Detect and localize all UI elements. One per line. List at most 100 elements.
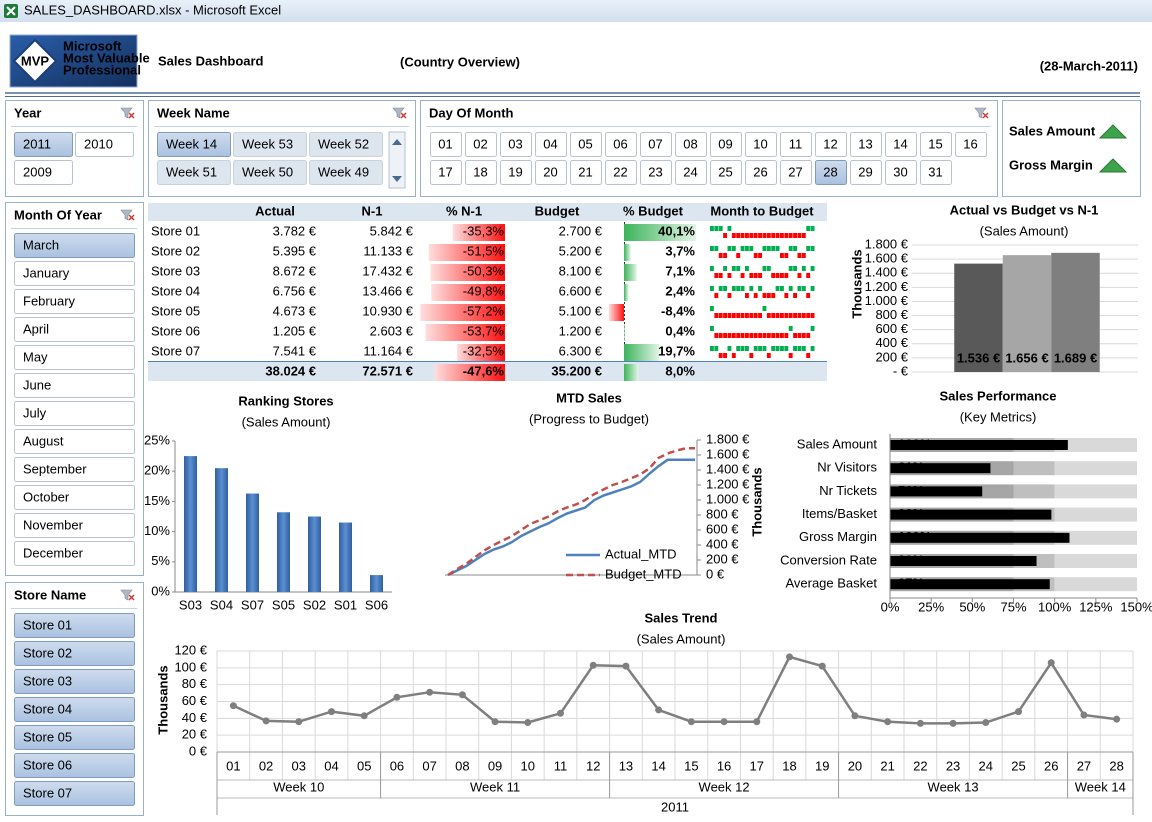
slicer-item-box[interactable]	[955, 132, 987, 157]
slicer-item-box[interactable]	[465, 132, 497, 157]
slicer-item[interactable]: May	[14, 345, 135, 370]
slicer-item[interactable]: 2009	[14, 160, 73, 185]
slicer-item[interactable]: 16	[955, 132, 987, 157]
slicer-item-box[interactable]	[745, 132, 777, 157]
slicer-item[interactable]: Store 04	[14, 697, 135, 722]
slicer-item[interactable]: 12	[815, 132, 847, 157]
slicer-item-label[interactable]: Store 05	[23, 729, 72, 744]
slicer-item[interactable]: 20	[535, 160, 567, 185]
slicer-item-box[interactable]	[14, 289, 135, 314]
slicer-item-box[interactable]	[605, 132, 637, 157]
slicer-item-label[interactable]: 30	[893, 164, 907, 179]
slicer-item[interactable]: Week 50	[233, 160, 307, 185]
scroll-down[interactable]	[392, 176, 402, 182]
slicer-item-label[interactable]: August	[23, 433, 64, 448]
slicer-item-box[interactable]	[640, 132, 672, 157]
slicer-item-box[interactable]	[430, 132, 462, 157]
slicer-item[interactable]: January	[14, 261, 135, 286]
slicer-item-label[interactable]: 18	[473, 164, 487, 179]
slicer-item-label[interactable]: 06	[613, 136, 627, 151]
slicer-item-label[interactable]: Week 14	[166, 136, 217, 151]
slicer-item[interactable]: March	[14, 233, 135, 258]
slicer-item-label[interactable]: November	[23, 517, 84, 532]
slicer-item[interactable]: 21	[570, 160, 602, 185]
slicer-item[interactable]: 05	[570, 132, 602, 157]
slicer-item-label[interactable]: Store 07	[23, 785, 72, 800]
slicer-item-box[interactable]	[675, 160, 707, 185]
slicer-item-box[interactable]	[14, 345, 135, 370]
slicer-item-label[interactable]: 09	[718, 136, 732, 151]
slicer-item-box[interactable]	[14, 513, 135, 538]
slicer-item-label[interactable]: March	[23, 237, 59, 252]
slicer-item[interactable]: 22	[605, 160, 637, 185]
slicer-item-box[interactable]	[815, 160, 847, 185]
slicer-item-box[interactable]	[815, 132, 847, 157]
slicer-item[interactable]: February	[14, 289, 135, 314]
slicer-item-box[interactable]	[535, 160, 567, 185]
slicer-item-box[interactable]	[14, 697, 135, 722]
slicer-item-label[interactable]: Store 04	[23, 701, 72, 716]
slicer-item[interactable]: 30	[885, 160, 917, 185]
slicer-item[interactable]: 11	[780, 132, 812, 157]
slicer-item-label[interactable]: Store 01	[23, 617, 72, 632]
slicer-item[interactable]: November	[14, 513, 135, 538]
slicer-item-label[interactable]: 19	[508, 164, 522, 179]
slicer-item-label[interactable]: 21	[578, 164, 592, 179]
slicer-item[interactable]: 01	[430, 132, 462, 157]
slicer-item-box[interactable]	[14, 485, 135, 510]
slicer-item-label[interactable]: May	[23, 349, 48, 364]
slicer-item-box[interactable]	[570, 160, 602, 185]
slicer-item[interactable]: December	[14, 541, 135, 566]
slicer-item-label[interactable]: 05	[578, 136, 592, 151]
scroll-up[interactable]	[392, 139, 402, 145]
slicer-item[interactable]: April	[14, 317, 135, 342]
slicer-item-label[interactable]: 12	[823, 136, 837, 151]
slicer-item-box[interactable]	[14, 317, 135, 342]
slicer-item-box[interactable]	[885, 160, 917, 185]
slicer-item-box[interactable]	[14, 641, 135, 666]
slicer-item-label[interactable]: Store 03	[23, 673, 72, 688]
slicer-item-label[interactable]: Week 52	[318, 136, 369, 151]
slicer-item[interactable]: 19	[500, 160, 532, 185]
slicer-item[interactable]: 2010	[75, 132, 134, 157]
slicer-item-label[interactable]: 01	[438, 136, 452, 151]
slicer-item-box[interactable]	[14, 401, 135, 426]
slicer-item-label[interactable]: 03	[508, 136, 522, 151]
slicer-item-label[interactable]: July	[23, 405, 47, 420]
slicer-item[interactable]: 09	[710, 132, 742, 157]
slicer-item[interactable]: Week 14	[157, 132, 231, 157]
slicer-item[interactable]: 13	[850, 132, 882, 157]
slicer-item-box[interactable]	[920, 160, 952, 185]
slicer-item[interactable]: Store 02	[14, 641, 135, 666]
slicer-item-box[interactable]	[14, 132, 73, 157]
slicer-item-box[interactable]	[157, 160, 231, 185]
slicer-item-label[interactable]: 16	[963, 136, 977, 151]
slicer-item[interactable]: 29	[850, 160, 882, 185]
slicer-item[interactable]: Week 52	[309, 132, 383, 157]
slicer-item-label[interactable]: 13	[858, 136, 872, 151]
slicer-item[interactable]: 06	[605, 132, 637, 157]
slicer-item-box[interactable]	[14, 725, 135, 750]
slicer-item-box[interactable]	[309, 160, 383, 185]
slicer-item[interactable]: 04	[535, 132, 567, 157]
slicer-item-box[interactable]	[780, 132, 812, 157]
slicer-item-label[interactable]: 15	[928, 136, 942, 151]
slicer-item-label[interactable]: 24	[683, 164, 697, 179]
slicer-item-box[interactable]	[233, 132, 307, 157]
slicer-item-box[interactable]	[500, 160, 532, 185]
slicer-item-box[interactable]	[157, 132, 231, 157]
slicer-item-label[interactable]: Store 06	[23, 757, 72, 772]
slicer-item[interactable]: 07	[640, 132, 672, 157]
slicer-item-label[interactable]: 2011	[23, 136, 51, 151]
slicer-item-label[interactable]: 22	[613, 164, 627, 179]
slicer-item-label[interactable]: Week 50	[242, 164, 293, 179]
slicer-item-box[interactable]	[14, 261, 135, 286]
slicer-item[interactable]: 31	[920, 160, 952, 185]
slicer-item-label[interactable]: 10	[753, 136, 767, 151]
slicer-item-box[interactable]	[465, 160, 497, 185]
slicer-item-box[interactable]	[570, 132, 602, 157]
slicer-item[interactable]: 25	[710, 160, 742, 185]
slicer-item-label[interactable]: 02	[473, 136, 487, 151]
slicer-item-box[interactable]	[309, 132, 383, 157]
slicer-item[interactable]: 02	[465, 132, 497, 157]
